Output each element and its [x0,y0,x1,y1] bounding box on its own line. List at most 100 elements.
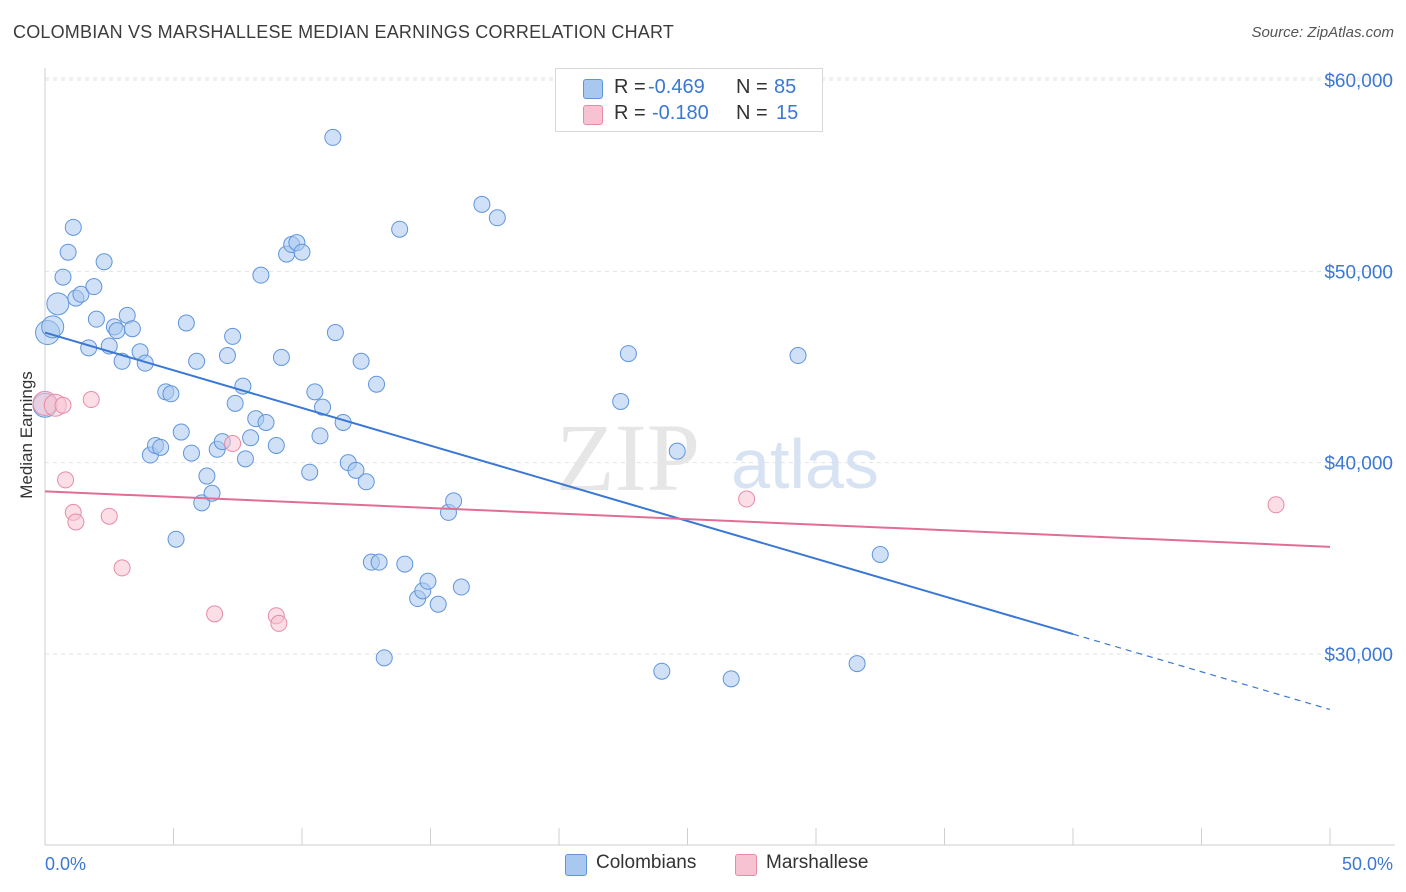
colombians-trendline [44,331,1074,636]
colombians-point [46,292,70,316]
colombians-point [314,398,332,416]
y-tick-label: $40,000 [1324,454,1393,475]
colombians-point [871,546,889,564]
axis-layer [44,68,1395,846]
colombians-point [123,320,141,338]
legend-n-value: 85 [774,76,797,98]
bottom-legend-swatch-marshallese [735,854,757,876]
colombians-point [167,530,185,548]
marshallese-point [1267,496,1285,514]
marshallese-point [100,507,118,525]
correlation-legend: R = -0.469 N = 85 R = -0.180 N = 15 [555,68,823,132]
colombians-point [653,662,671,680]
colombians-point [87,310,105,328]
marshallese-point [113,559,131,577]
colombians-point [324,128,342,146]
colombians-point [375,649,393,667]
colombians-point [182,444,200,462]
bottom-legend-swatch-colombians [565,854,587,876]
colombians-point [306,383,324,401]
legend-swatch-colombians [583,79,603,99]
bottom-legend-label: Colombians [596,852,697,873]
x-tick-label: 0.0% [45,854,86,874]
colombians-point [95,253,113,271]
colombians-point [203,484,221,502]
colombians-point [267,436,285,454]
colombians-point [85,278,103,296]
y-tick-label: $60,000 [1324,71,1393,92]
colombians-point [162,385,180,403]
colombians-point [473,195,491,213]
colombians-point [177,314,195,332]
marshallese-point [738,490,756,508]
colombians-point [293,243,311,261]
legend-r-value: -0.469 [648,76,705,98]
colombians-point [301,463,319,481]
colombians-point [172,423,190,441]
colombians-point [252,266,270,284]
marshallese-point [54,396,72,414]
colombians-point [152,438,170,456]
x-tick-label: 50.0% [1342,854,1393,874]
source-label: Source: ZipAtlas.com [1251,24,1394,41]
colombians-point [391,220,409,238]
colombians-point [347,461,365,479]
marshallese-point [67,513,85,531]
marshallese-point [270,614,288,632]
legend-n-label: N = [736,76,768,98]
legend-r-value: -0.180 [652,102,709,124]
colombians-point [848,655,866,673]
colombians-point [619,345,637,363]
bottom-legend-label: Marshallese [766,852,869,873]
y-tick-label: $50,000 [1324,262,1393,283]
colombians-point [242,429,260,447]
marshallese-trendline [44,490,1331,548]
colombians-point [368,375,386,393]
legend-r-label: R = [614,102,646,124]
colombians-point [257,413,275,431]
colombians-point [789,347,807,365]
legend-r-label: R = [614,76,646,98]
chart-title: COLOMBIAN VS MARSHALLESE MEDIAN EARNINGS… [13,22,675,42]
watermark: ZIP atlas [556,404,879,511]
colombians-point [452,578,470,596]
colombians-point [59,243,77,261]
colombians-point [272,348,290,366]
colombians-point [188,352,206,370]
colombians-point [224,327,242,345]
marshallese-point [206,605,224,623]
marshallese-point [57,471,75,489]
colombians-point [612,392,630,410]
colombians-point [326,324,344,342]
colombians-point [198,467,216,485]
colombians-point [429,595,447,613]
colombians-point [64,218,82,236]
legend-swatch-marshallese [583,105,603,125]
colombians-point [226,394,244,412]
legend-n-value: 15 [776,102,799,124]
marshallese-point [82,391,100,409]
y-tick-label: $30,000 [1324,645,1393,666]
colombians-trendline-extension [1072,633,1331,711]
colombians-point [352,352,370,370]
watermark-atlas: atlas [731,425,879,503]
colombians-point [668,442,686,460]
marshallese-point [224,435,242,453]
legend-n-label: N = [736,102,768,124]
colombians-point [72,285,90,303]
colombians-point [108,322,126,340]
colombians-point [445,492,463,510]
colombians-point [54,268,72,286]
colombians-point [357,473,375,491]
colombians-point [136,354,154,372]
colombians-point [396,555,414,573]
colombians-point [311,427,329,445]
tick-label-layer: $30,000 $40,000 $50,000 $60,000 0.0% 50.0% [45,71,1393,874]
colombians-point [419,572,437,590]
colombians-point [370,553,388,571]
colombians-point [722,670,740,688]
trend-layer [44,331,1331,711]
colombians-point [236,450,254,468]
colombians-point [218,347,236,365]
